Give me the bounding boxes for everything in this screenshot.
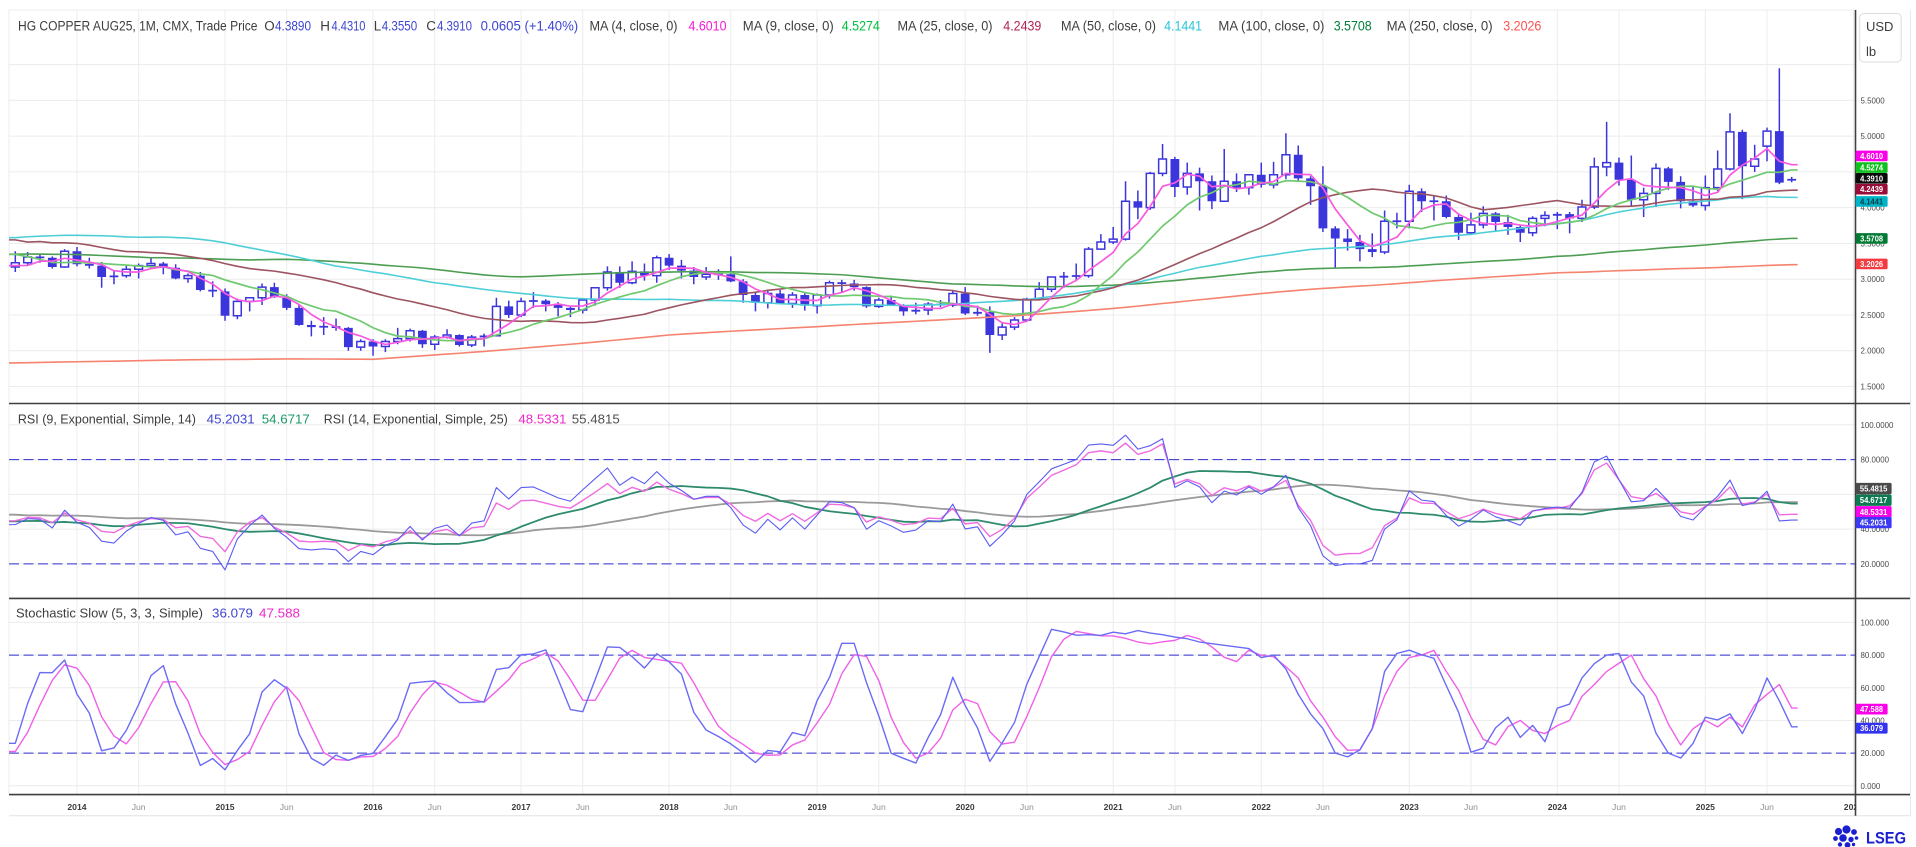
svg-text:80.000: 80.000 xyxy=(1861,651,1886,660)
svg-text:Jun: Jun xyxy=(132,802,146,812)
svg-text:2015: 2015 xyxy=(215,802,234,812)
svg-text:1.5000: 1.5000 xyxy=(1861,383,1886,392)
svg-text:Stochastic Slow (5, 3, 3, Simp: Stochastic Slow (5, 3, 3, Simple) xyxy=(16,606,203,621)
svg-text:80.0000: 80.0000 xyxy=(1861,456,1890,465)
svg-text:48.5331: 48.5331 xyxy=(518,412,566,427)
svg-text:Jun: Jun xyxy=(280,802,294,812)
svg-text:100.0000: 100.0000 xyxy=(1861,421,1895,430)
svg-text:4.3910: 4.3910 xyxy=(437,19,472,34)
svg-text:Jun: Jun xyxy=(1168,802,1182,812)
svg-text:4.3890: 4.3890 xyxy=(275,19,311,34)
svg-text:MA (250, close, 0): MA (250, close, 0) xyxy=(1387,19,1493,34)
svg-text:2024: 2024 xyxy=(1548,802,1567,812)
svg-text:47.588: 47.588 xyxy=(1860,704,1883,714)
svg-text:3.0000: 3.0000 xyxy=(1861,275,1886,284)
svg-text:MA (9, close, 0): MA (9, close, 0) xyxy=(743,19,834,34)
svg-text:4.1441: 4.1441 xyxy=(1164,19,1202,34)
svg-text:2.5000: 2.5000 xyxy=(1861,311,1886,320)
svg-text:4.6010: 4.6010 xyxy=(1860,151,1883,161)
svg-text:MA (50, close, 0): MA (50, close, 0) xyxy=(1061,19,1156,34)
svg-text:0.000: 0.000 xyxy=(1861,782,1881,791)
svg-text:2026: 2026 xyxy=(1844,802,1863,812)
svg-text:4.5274: 4.5274 xyxy=(1860,163,1883,173)
svg-text:4.3910: 4.3910 xyxy=(1860,173,1883,183)
svg-text:54.6717: 54.6717 xyxy=(1860,495,1888,505)
svg-text:MA (100, close, 0): MA (100, close, 0) xyxy=(1218,19,1324,34)
svg-text:4.2439: 4.2439 xyxy=(1860,184,1883,194)
svg-text:2020: 2020 xyxy=(956,802,975,812)
svg-text:2023: 2023 xyxy=(1400,802,1419,812)
svg-text:40.000: 40.000 xyxy=(1861,716,1886,725)
svg-text:55.4815: 55.4815 xyxy=(1860,484,1888,494)
svg-text:H: H xyxy=(320,19,330,34)
svg-text:3.5708: 3.5708 xyxy=(1860,233,1883,243)
svg-text:MA (4, close, 0): MA (4, close, 0) xyxy=(590,19,678,34)
svg-text:4.4310: 4.4310 xyxy=(332,19,366,34)
svg-text:lb: lb xyxy=(1866,44,1876,59)
svg-text:L: L xyxy=(374,19,381,34)
svg-text:48.5331: 48.5331 xyxy=(1860,507,1888,517)
svg-text:40.0000: 40.0000 xyxy=(1861,525,1890,534)
svg-text:54.6717: 54.6717 xyxy=(262,412,310,427)
svg-text:MA (25, close, 0): MA (25, close, 0) xyxy=(898,19,993,34)
svg-text:3.5000: 3.5000 xyxy=(1861,239,1886,248)
svg-text:47.588: 47.588 xyxy=(259,606,300,621)
svg-text:4.5274: 4.5274 xyxy=(842,19,881,34)
svg-text:4.1441: 4.1441 xyxy=(1860,196,1883,206)
svg-text:LSEG: LSEG xyxy=(1866,829,1906,847)
svg-text:20.0000: 20.0000 xyxy=(1861,560,1890,569)
svg-text:Jun: Jun xyxy=(576,802,590,812)
svg-text:45.2031: 45.2031 xyxy=(207,412,255,427)
svg-text:2016: 2016 xyxy=(363,802,382,812)
svg-text:45.2031: 45.2031 xyxy=(1860,518,1888,528)
svg-text:20.000: 20.000 xyxy=(1861,749,1886,758)
svg-text:2.0000: 2.0000 xyxy=(1861,347,1886,356)
svg-text:Jun: Jun xyxy=(1020,802,1034,812)
svg-text:36.079: 36.079 xyxy=(1860,723,1883,733)
svg-text:2025: 2025 xyxy=(1696,802,1715,812)
svg-text:Jun: Jun xyxy=(1760,802,1774,812)
svg-text:36.079: 36.079 xyxy=(212,606,253,621)
svg-text:5.5000: 5.5000 xyxy=(1861,96,1886,105)
svg-text:Jun: Jun xyxy=(1316,802,1330,812)
svg-text:4.0000: 4.0000 xyxy=(1861,204,1886,213)
svg-text:0.0605 (+1.40%): 0.0605 (+1.40%) xyxy=(481,19,579,34)
svg-text:2018: 2018 xyxy=(660,802,679,812)
svg-text:Jun: Jun xyxy=(724,802,738,812)
svg-text:55.4815: 55.4815 xyxy=(572,412,620,427)
svg-text:Jun: Jun xyxy=(1612,802,1626,812)
svg-text:3.2026: 3.2026 xyxy=(1503,19,1541,34)
svg-text:RSI (14, Exponential, Simple,: RSI (14, Exponential, Simple, 25) xyxy=(324,412,508,427)
svg-text:5.0000: 5.0000 xyxy=(1861,132,1886,141)
svg-text:3.2026: 3.2026 xyxy=(1860,259,1883,269)
svg-text:3.5708: 3.5708 xyxy=(1334,19,1372,34)
svg-text:2022: 2022 xyxy=(1252,802,1271,812)
svg-text:C: C xyxy=(426,19,436,34)
svg-text:RSI (9, Exponential, Simple, 1: RSI (9, Exponential, Simple, 14) xyxy=(18,412,196,427)
svg-text:2019: 2019 xyxy=(808,802,827,812)
svg-text:HG COPPER AUG25, 1M, CMX, Trad: HG COPPER AUG25, 1M, CMX, Trade Price xyxy=(18,19,258,34)
svg-text:100.000: 100.000 xyxy=(1861,618,1890,627)
svg-text:60.000: 60.000 xyxy=(1861,684,1886,693)
svg-text:O: O xyxy=(264,19,274,34)
svg-text:2021: 2021 xyxy=(1104,802,1123,812)
svg-text:2017: 2017 xyxy=(512,802,531,812)
svg-text:Jun: Jun xyxy=(428,802,442,812)
svg-text:Jun: Jun xyxy=(1464,802,1478,812)
svg-text:2014: 2014 xyxy=(67,802,86,812)
svg-text:4.6010: 4.6010 xyxy=(689,19,727,34)
svg-text:Jun: Jun xyxy=(872,802,886,812)
svg-text:USD: USD xyxy=(1866,19,1893,34)
svg-text:4.2439: 4.2439 xyxy=(1003,19,1041,34)
svg-text:4.3550: 4.3550 xyxy=(382,19,418,34)
